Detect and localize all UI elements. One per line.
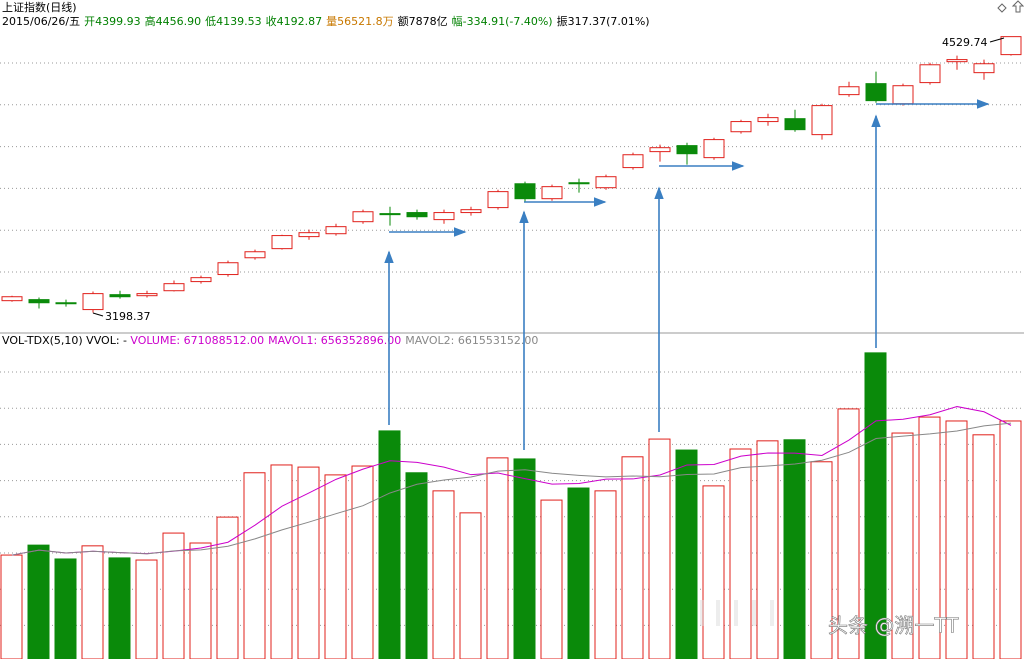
volume-bar — [0, 554, 23, 659]
header-item: MAVOL1: 656352896.00 — [268, 334, 401, 347]
candle-body — [244, 251, 266, 259]
candle-body — [919, 64, 941, 84]
low-annotation: 3198.37 — [105, 310, 151, 323]
volume-bar — [702, 485, 725, 659]
annotation-arrow — [92, 312, 104, 317]
candle-body — [568, 182, 590, 185]
volume-bar — [324, 474, 347, 659]
header-item: 额7878亿 — [398, 15, 448, 28]
annotation-arrow — [989, 37, 1005, 43]
volume-bar — [864, 352, 887, 659]
candle-body — [217, 262, 239, 276]
chart-title: 上证指数(日线) — [2, 0, 77, 14]
candle-body — [973, 63, 995, 74]
header-item: VOLUME: 671088512.00 — [130, 334, 264, 347]
candle-body — [163, 283, 185, 292]
volume-legend: VOL-TDX(5,10) VVOL: - VOLUME: 671088512.0… — [2, 334, 538, 347]
volume-bar — [891, 432, 914, 659]
candle-body — [730, 121, 752, 133]
candle-body — [784, 118, 806, 131]
candle-body — [271, 235, 293, 250]
volume-bar — [270, 464, 293, 659]
volume-bar — [162, 532, 185, 659]
candle-body — [865, 83, 887, 102]
candle-body — [757, 117, 779, 123]
candle-body — [892, 85, 914, 105]
candle-body — [622, 154, 644, 169]
volume-bar — [405, 472, 428, 659]
candle-body — [649, 147, 671, 153]
volume-bar — [999, 420, 1022, 659]
candle-body — [541, 186, 563, 200]
volume-bar — [594, 490, 617, 659]
header-item: 低4139.53 — [205, 15, 262, 28]
candle-body — [55, 302, 77, 305]
volume-bar — [27, 544, 50, 659]
ma-line — [11, 422, 1012, 556]
candle-body — [325, 226, 347, 235]
candle-body — [946, 59, 968, 63]
volume-bar — [513, 458, 536, 659]
volume-bar — [783, 439, 806, 659]
candle-body — [514, 183, 536, 200]
volume-bar — [810, 461, 833, 659]
header-item: MAVOL2: 661553152.00 — [405, 334, 538, 347]
candle-body — [838, 86, 860, 96]
candle-body — [811, 105, 833, 136]
header-item: 量56521.8万 — [326, 15, 394, 28]
candle-body — [109, 294, 131, 298]
candle-body — [28, 299, 50, 304]
candle-body — [433, 212, 455, 221]
header-item: 2015/06/26/五 — [2, 15, 80, 28]
volume-bar — [243, 472, 266, 659]
annotation-arrows — [384, 99, 990, 450]
volume-bar — [486, 457, 509, 659]
quote-header: 2015/06/26/五 开4399.93 高4456.90 低4139.53 收419… — [2, 14, 650, 28]
watermark: 头条 @溯一TT — [828, 614, 959, 638]
header-item: 幅-334.91(-7.40%) — [452, 15, 553, 28]
volume-bar — [108, 557, 131, 659]
volume-bar — [972, 434, 995, 659]
high-annotation: 4529.74 — [942, 36, 988, 49]
header-item: 开4399.93 — [84, 15, 141, 28]
ma-line — [11, 406, 1012, 556]
candle-body — [676, 145, 698, 155]
candle-body — [82, 293, 104, 311]
candle-body — [1, 296, 23, 302]
volume-bar — [675, 449, 698, 659]
volume-bar — [81, 545, 104, 659]
volume-bar — [621, 456, 644, 659]
volume-bar — [459, 512, 482, 659]
volume-bar — [135, 559, 158, 659]
volume-bar — [567, 487, 590, 659]
volume-bar — [540, 499, 563, 659]
volume-bar — [54, 558, 77, 659]
volume-bar — [756, 440, 779, 659]
candle-body — [136, 293, 158, 297]
candle-body — [460, 209, 482, 214]
candle-body — [298, 232, 320, 238]
candle-body — [406, 212, 428, 218]
volume-bar — [351, 465, 374, 659]
toolbar-icons[interactable] — [997, 0, 1024, 13]
volume-bar — [837, 408, 860, 659]
header-item: 振317.37(7.01%) — [557, 14, 650, 28]
candle-body — [595, 176, 617, 189]
header-item: 高4456.90 — [145, 14, 202, 28]
candle-body — [379, 213, 401, 216]
watermark-decor — [700, 600, 774, 626]
header-item: 收4192.87 — [266, 14, 323, 28]
candle-body — [190, 277, 212, 283]
volume-bar — [297, 466, 320, 659]
volume-bar — [378, 430, 401, 659]
candle-body — [703, 139, 725, 159]
candle-body — [487, 191, 509, 209]
volume-bar — [432, 490, 455, 659]
candle-body — [1000, 36, 1022, 56]
volume-bar — [729, 448, 752, 659]
candle-body — [352, 211, 374, 223]
volume-bar — [189, 542, 212, 659]
header-item: VOL-TDX(5,10) VVOL: - — [2, 334, 127, 347]
